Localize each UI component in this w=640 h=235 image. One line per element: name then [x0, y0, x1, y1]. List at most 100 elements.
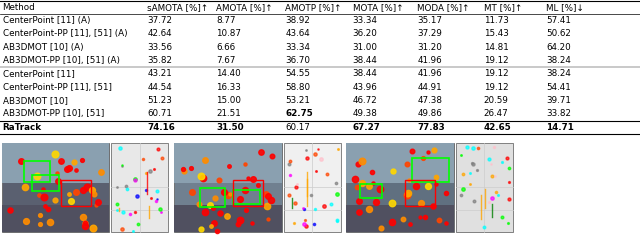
Bar [346, 143, 454, 232]
Text: AB3DMOT-PP [10], [51]: AB3DMOT-PP [10], [51] [3, 109, 104, 118]
Bar [2, 143, 109, 183]
Text: 60.17: 60.17 [285, 123, 310, 132]
Bar [111, 143, 168, 232]
Text: 8.77: 8.77 [216, 16, 236, 25]
Text: 44.91: 44.91 [417, 83, 442, 92]
Bar [412, 158, 449, 182]
Text: CenterPoint-PP [11], [51]: CenterPoint-PP [11], [51] [3, 83, 111, 92]
Text: 53.21: 53.21 [285, 96, 310, 105]
Text: 43.64: 43.64 [285, 29, 310, 39]
Text: AB3DMOT-PP [10], [51] (A): AB3DMOT-PP [10], [51] (A) [3, 56, 120, 65]
Text: 19.12: 19.12 [484, 83, 508, 92]
Text: 37.72: 37.72 [147, 16, 172, 25]
Bar [346, 205, 454, 232]
Text: 38.24: 38.24 [546, 69, 571, 78]
Text: 41.96: 41.96 [417, 56, 442, 65]
Text: 58.80: 58.80 [285, 83, 310, 92]
Text: 6.66: 6.66 [216, 43, 236, 52]
Bar [2, 205, 109, 232]
Text: MT [%]↑: MT [%]↑ [484, 3, 522, 12]
Text: 7.67: 7.67 [216, 56, 236, 65]
Text: 49.86: 49.86 [417, 109, 442, 118]
Text: 42.65: 42.65 [484, 123, 511, 132]
Bar [174, 205, 282, 232]
Text: CenterPoint [11]: CenterPoint [11] [3, 69, 74, 78]
Text: 57.41: 57.41 [546, 16, 571, 25]
Text: Method: Method [3, 3, 35, 12]
Text: 14.81: 14.81 [484, 43, 509, 52]
Bar [233, 180, 263, 206]
Text: AMOTP [%]↑: AMOTP [%]↑ [285, 3, 342, 12]
Text: 41.96: 41.96 [417, 69, 442, 78]
Text: CenterPoint [11] (A): CenterPoint [11] (A) [3, 16, 90, 25]
Text: 62.75: 62.75 [285, 109, 313, 118]
Text: 49.38: 49.38 [353, 109, 378, 118]
Text: 31.00: 31.00 [353, 43, 378, 52]
Text: 36.20: 36.20 [353, 29, 378, 39]
Text: 46.72: 46.72 [353, 96, 378, 105]
Bar [233, 190, 260, 204]
Text: 31.20: 31.20 [417, 43, 442, 52]
Text: 20.59: 20.59 [484, 96, 509, 105]
Text: 31.50: 31.50 [216, 123, 244, 132]
Text: 38.92: 38.92 [285, 16, 310, 25]
Bar [360, 184, 382, 199]
Text: 14.40: 14.40 [216, 69, 241, 78]
Text: 26.47: 26.47 [484, 109, 509, 118]
Text: CenterPoint-PP [11], [51] (A): CenterPoint-PP [11], [51] (A) [3, 29, 127, 39]
Text: AB3DMOT [10] (A): AB3DMOT [10] (A) [3, 43, 83, 52]
Text: 33.34: 33.34 [353, 16, 378, 25]
Text: 19.12: 19.12 [484, 56, 508, 65]
Bar [2, 143, 109, 232]
Text: sAMOTA [%]↑: sAMOTA [%]↑ [147, 3, 209, 12]
Text: 60.71: 60.71 [147, 109, 172, 118]
Text: 51.23: 51.23 [147, 96, 172, 105]
Bar [200, 188, 225, 207]
Bar [456, 143, 513, 232]
Bar [405, 180, 435, 206]
Text: 38.44: 38.44 [353, 69, 378, 78]
Text: MODA [%]↑: MODA [%]↑ [417, 3, 470, 12]
Text: 10.87: 10.87 [216, 29, 241, 39]
Text: 35.82: 35.82 [147, 56, 172, 65]
Text: 11.73: 11.73 [484, 16, 509, 25]
Text: 16.33: 16.33 [216, 83, 241, 92]
Text: 33.34: 33.34 [285, 43, 310, 52]
Text: 54.55: 54.55 [285, 69, 310, 78]
Bar [346, 143, 454, 183]
Text: 37.29: 37.29 [417, 29, 442, 39]
Bar [174, 143, 282, 232]
Bar [174, 143, 282, 183]
Text: 38.24: 38.24 [546, 56, 571, 65]
Text: 44.54: 44.54 [147, 83, 172, 92]
Text: 50.62: 50.62 [546, 29, 571, 39]
Text: 39.71: 39.71 [546, 96, 571, 105]
Text: RaTrack: RaTrack [3, 123, 42, 132]
Text: AB3DMOT [10]: AB3DMOT [10] [3, 96, 68, 105]
Text: 67.27: 67.27 [353, 123, 381, 132]
Bar [31, 175, 59, 191]
Text: 43.21: 43.21 [147, 69, 172, 78]
Text: MOTA [%]↑: MOTA [%]↑ [353, 3, 403, 12]
Text: 36.70: 36.70 [285, 56, 310, 65]
Text: 77.83: 77.83 [417, 123, 445, 132]
Text: 15.43: 15.43 [484, 29, 509, 39]
Bar [61, 180, 91, 206]
Text: 21.51: 21.51 [216, 109, 241, 118]
Text: 47.38: 47.38 [417, 96, 442, 105]
Text: 64.20: 64.20 [546, 43, 571, 52]
Text: 74.16: 74.16 [147, 123, 175, 132]
Text: 14.71: 14.71 [546, 123, 574, 132]
Text: 19.12: 19.12 [484, 69, 508, 78]
Text: 42.64: 42.64 [147, 29, 172, 39]
Text: 54.41: 54.41 [546, 83, 571, 92]
Text: 38.44: 38.44 [353, 56, 378, 65]
Bar [284, 143, 341, 232]
Text: 43.96: 43.96 [353, 83, 378, 92]
Bar [24, 161, 51, 182]
Text: 15.00: 15.00 [216, 96, 241, 105]
Text: AMOTA [%]↑: AMOTA [%]↑ [216, 3, 273, 12]
Text: 35.17: 35.17 [417, 16, 442, 25]
Text: 33.82: 33.82 [546, 109, 571, 118]
Text: ML [%]↓: ML [%]↓ [546, 3, 584, 12]
